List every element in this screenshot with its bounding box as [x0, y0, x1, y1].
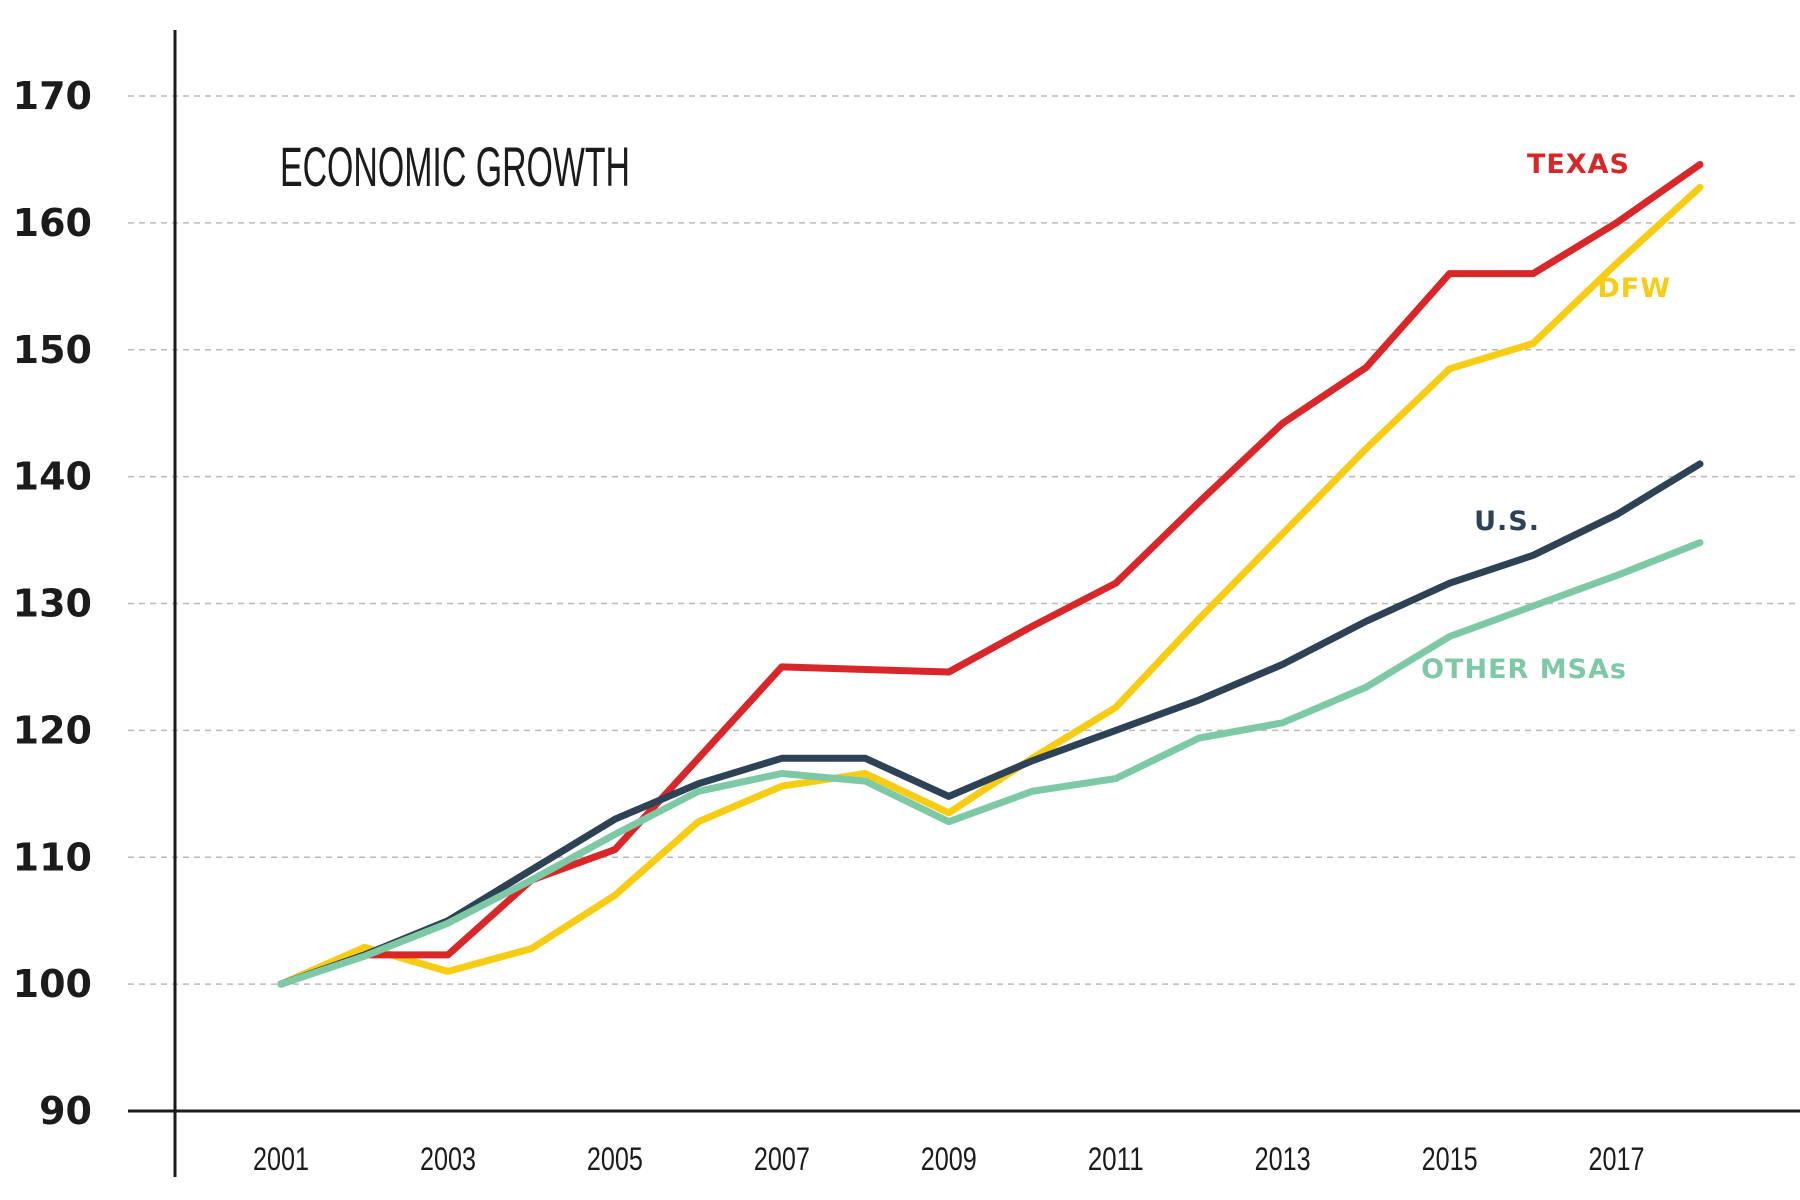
x-tick-label-2007: 2007	[754, 1141, 810, 1177]
y-tick-label-130: 130	[13, 582, 92, 626]
series-label-texas: TEXAS	[1527, 149, 1630, 180]
x-tick-label-2001: 2001	[253, 1141, 309, 1177]
x-tick-label-2011: 2011	[1088, 1141, 1144, 1177]
series-label-u-s-: U.S.	[1474, 506, 1540, 537]
series-label-dfw: DFW	[1597, 273, 1671, 304]
x-tick-label-2017: 2017	[1589, 1141, 1645, 1177]
gridlines	[128, 95, 1800, 985]
x-tick-label-2005: 2005	[587, 1141, 643, 1177]
y-tick-labels: 90 100 110 120 130 140 150 160 170	[13, 74, 92, 1133]
series-label-other-msas: OTHER MSAs	[1421, 654, 1627, 685]
axes	[128, 30, 1800, 1177]
y-tick-label-170: 170	[13, 74, 92, 118]
y-tick-label-160: 160	[13, 201, 92, 245]
x-tick-labels: 2001 2003 2005 2007 2009 2011 2013 2015 2017	[253, 1141, 1645, 1177]
series-line-texas	[277, 161, 1704, 988]
series-line-other-msas	[277, 539, 1704, 988]
x-tick-label-2015: 2015	[1422, 1141, 1478, 1177]
y-tick-label-140: 140	[13, 455, 92, 499]
y-tick-label-120: 120	[13, 708, 92, 752]
x-tick-label-2003: 2003	[420, 1141, 476, 1177]
y-tick-label-90: 90	[39, 1089, 92, 1133]
y-tick-label-100: 100	[13, 962, 92, 1006]
series-line-dfw	[277, 183, 1704, 988]
series-line-u-s-	[277, 460, 1704, 988]
y-tick-label-150: 150	[13, 328, 92, 372]
chart-title: ECONOMIC GROWTH	[280, 135, 630, 198]
x-tick-label-2009: 2009	[921, 1141, 977, 1177]
series-lines	[277, 161, 1704, 988]
y-tick-label-110: 110	[13, 835, 92, 879]
x-tick-label-2013: 2013	[1255, 1141, 1311, 1177]
series-labels: TEXAS DFW U.S. OTHER MSAs	[1421, 149, 1671, 685]
